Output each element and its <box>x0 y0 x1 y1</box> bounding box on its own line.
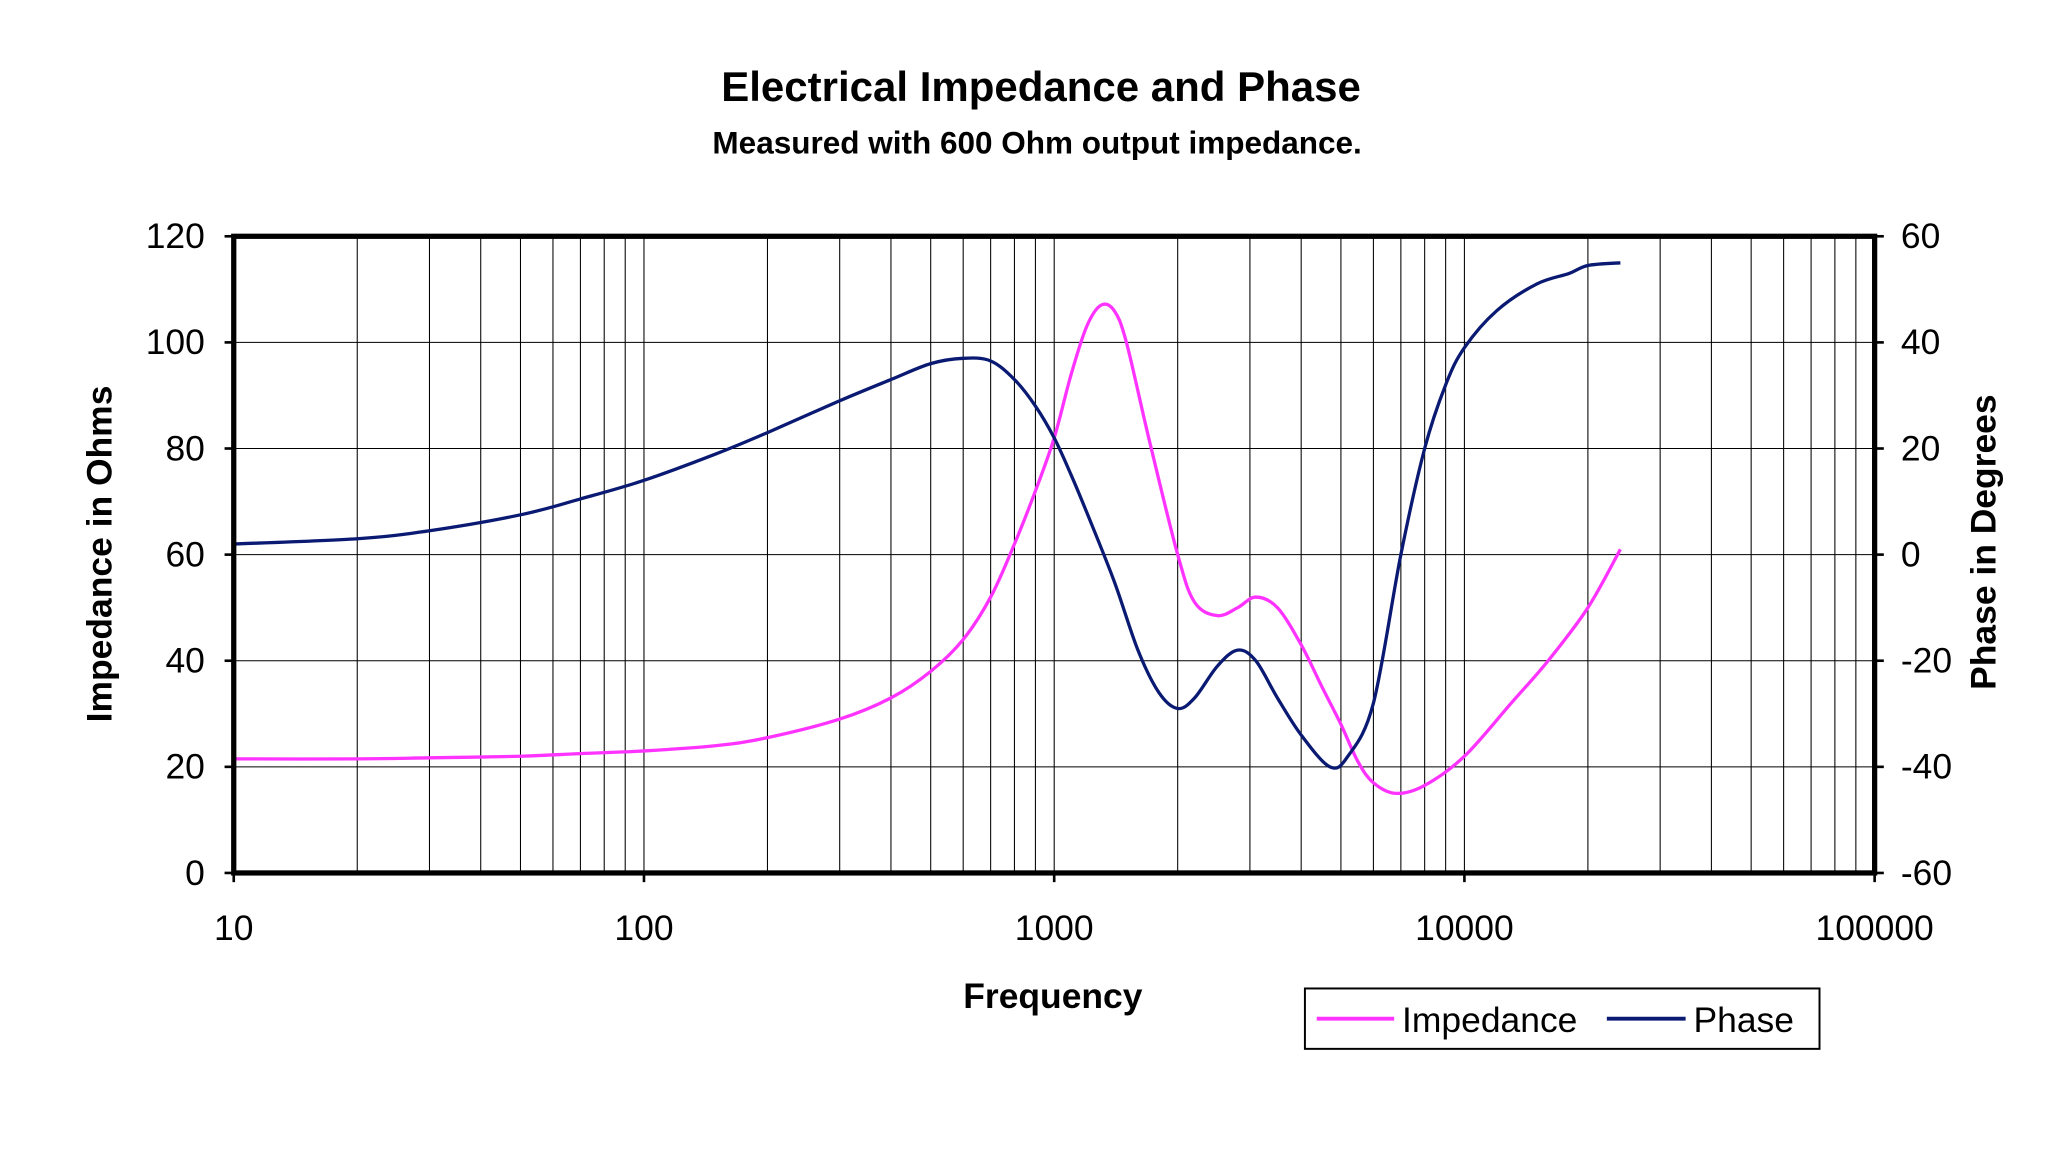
x-axis-label: Frequency <box>963 976 1143 1016</box>
y2-tick-label: 60 <box>1901 216 1940 256</box>
y2-tick-label: -20 <box>1901 641 1952 681</box>
x-tick-label: 10000 <box>1415 908 1514 948</box>
y2-tick-label: -40 <box>1901 747 1952 787</box>
chart-subtitle: Measured with 600 Ohm output impedance. <box>712 125 1361 161</box>
y-tick-label: 40 <box>165 641 204 681</box>
y2-axis-label: Phase in Degrees <box>1963 394 2003 689</box>
series-line-impedance <box>233 302 1622 796</box>
x-tick-label: 1000 <box>1015 908 1094 948</box>
y-axis-label: Impedance in Ohms <box>80 386 120 723</box>
y-tick-label: 60 <box>165 534 204 574</box>
series-line-phase <box>233 261 1621 770</box>
series-lines <box>233 261 1622 796</box>
x-tick-label: 100000 <box>1816 908 1934 948</box>
y-tick-label: 0 <box>185 853 205 893</box>
x-tick-label: 10 <box>214 908 253 948</box>
y-tick-label: 20 <box>165 747 204 787</box>
legend-label-impedance: Impedance <box>1402 1000 1577 1040</box>
tick-labels: 0 20 40 60 80 100 120 -60 -40 -20 0 20 40 60 10 100 1000… <box>146 216 1952 948</box>
y-tick-label: 100 <box>146 322 205 362</box>
y-tick-label: 80 <box>165 428 204 468</box>
chart-title: Electrical Impedance and Phase <box>721 63 1361 110</box>
grid <box>233 235 1875 874</box>
legend-label-phase: Phase <box>1693 1000 1793 1040</box>
y-tick-label: 120 <box>146 216 205 256</box>
x-tick-label: 100 <box>614 908 673 948</box>
y2-tick-label: 40 <box>1901 322 1940 362</box>
y2-tick-label: 0 <box>1901 534 1921 574</box>
y2-tick-label: -60 <box>1901 853 1952 893</box>
y2-tick-label: 20 <box>1901 428 1940 468</box>
legend: Impedance Phase <box>1303 987 1821 1050</box>
